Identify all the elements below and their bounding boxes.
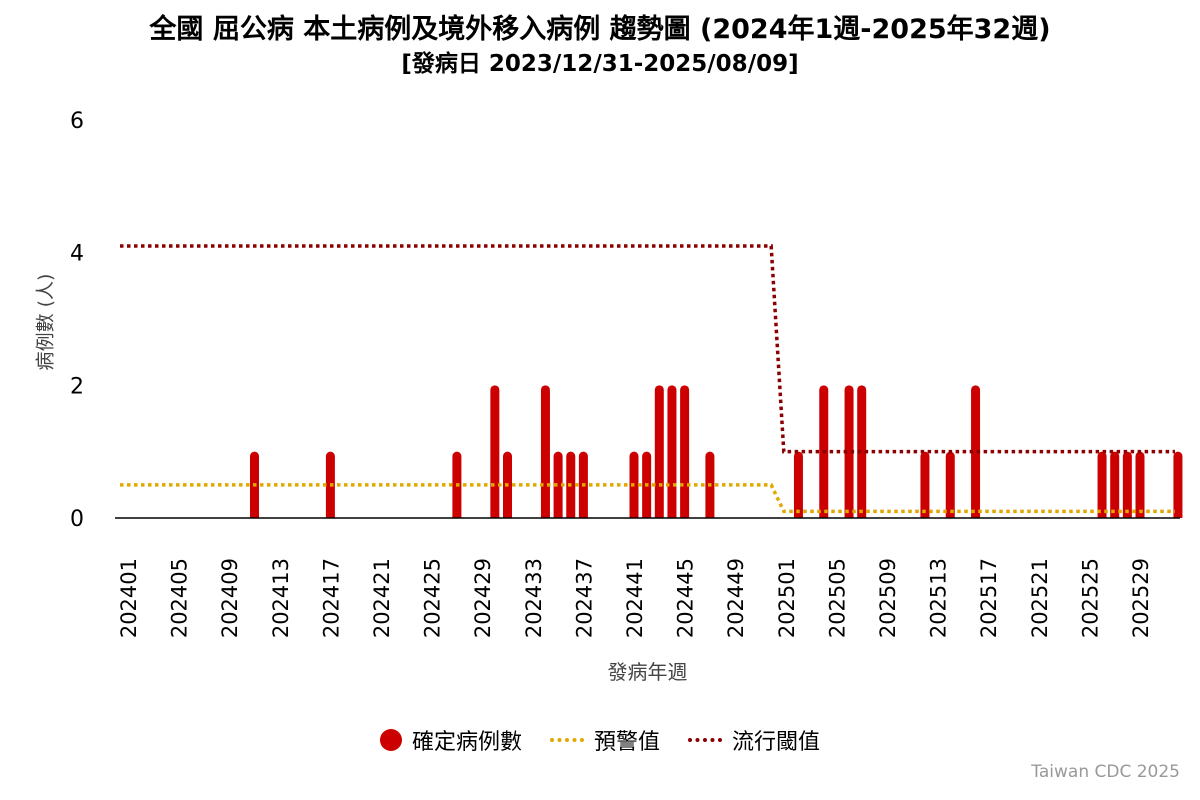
case-bar: [680, 385, 690, 518]
case-bar: [945, 451, 955, 518]
x-tick-label: 202521: [1028, 558, 1052, 638]
case-bar: [1135, 451, 1145, 518]
x-tick-label: 202501: [775, 558, 799, 638]
legend-warning-line-icon: [549, 738, 584, 742]
x-tick-label: 202449: [724, 558, 748, 638]
legend-item-warning[interactable]: 預警值: [549, 724, 660, 756]
x-tick-label: 202529: [1129, 558, 1153, 638]
x-axis-label: 發病年週: [607, 660, 688, 684]
case-bar: [1122, 451, 1132, 518]
y-tick-label: 6: [70, 109, 84, 134]
case-bar: [553, 451, 563, 518]
x-tick-label: 202405: [168, 558, 192, 638]
case-bar: [667, 385, 677, 518]
case-bar: [540, 385, 550, 518]
legend-warning-label: 預警值: [593, 730, 660, 755]
legend-epidemic-label: 流行閾值: [732, 730, 821, 755]
case-bar: [490, 385, 500, 518]
x-tick-label: 202413: [269, 558, 293, 638]
case-bar: [1173, 451, 1183, 518]
x-tick-label: 202401: [117, 558, 141, 638]
y-tick-label: 4: [70, 242, 84, 267]
case-bar: [920, 451, 930, 518]
legend-item-epidemic[interactable]: 流行閾值: [688, 724, 820, 756]
y-axis-label: 病例數 (人): [34, 273, 57, 371]
epidemic-threshold-line: [120, 244, 1175, 454]
x-tick-label: 202409: [218, 558, 242, 638]
y-tick-label: 0: [70, 507, 84, 532]
x-tick-label: 202441: [623, 558, 647, 638]
x-tick-label: 202429: [471, 558, 495, 638]
case-bar: [654, 385, 664, 518]
case-bar: [1110, 451, 1120, 518]
case-bar: [857, 385, 867, 518]
x-tick-label: 202505: [825, 558, 849, 638]
legend-epidemic-line-icon: [688, 738, 722, 742]
x-tick-label: 202421: [370, 558, 394, 638]
legend-item-cases[interactable]: 確定病例數: [379, 724, 522, 756]
x-tick-label: 202425: [421, 558, 445, 638]
chart-title: 全國 屈公病 本土病例及境外移入病例 趨勢圖 (2024年1週-2025年32週…: [149, 14, 1051, 45]
x-tick-label: 202433: [522, 558, 546, 638]
x-tick-label: 202509: [876, 558, 900, 638]
case-bar: [844, 385, 854, 518]
legend-cases-dot-icon: [379, 729, 402, 751]
case-bar: [793, 451, 803, 518]
x-tick-label: 202525: [1078, 558, 1102, 638]
chart-subtitle: [發病日 2023/12/31-2025/08/09]: [401, 51, 799, 77]
x-tick-label: 202513: [927, 558, 951, 638]
legend-cases-label: 確定病例數: [411, 730, 522, 755]
case-bar: [1097, 451, 1107, 518]
y-tick-label: 2: [70, 374, 84, 399]
credit-text: Taiwan CDC 2025: [1031, 762, 1180, 782]
x-tick-label: 202445: [674, 558, 698, 638]
x-tick-label: 202517: [977, 558, 1001, 638]
x-tick-label: 202417: [319, 558, 343, 638]
legend: 確定病例數 預警值 流行閾值: [0, 724, 1200, 756]
case-bar: [971, 385, 981, 518]
x-tick-label: 202437: [572, 558, 596, 638]
warning-line: [120, 483, 1175, 514]
